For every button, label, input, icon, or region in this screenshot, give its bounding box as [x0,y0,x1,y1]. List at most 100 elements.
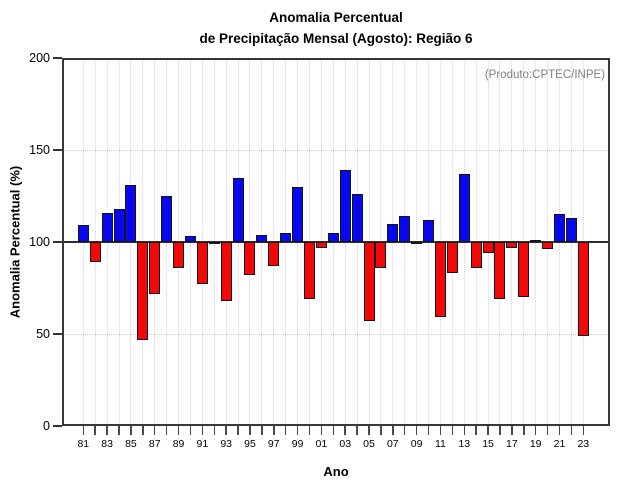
bar-2023 [577,242,589,336]
y-axis-tick [53,57,62,59]
bar-2021 [553,214,565,242]
bar-2001 [315,242,327,248]
x-axis-tick [487,426,489,435]
x-axis-tick [237,426,239,435]
x-axis-tick [130,426,132,435]
bar-2020 [542,242,554,250]
x-axis-tick [534,426,537,435]
x-axis-label: Ano [323,464,349,479]
x-axis-tick-label: 93 [220,438,232,450]
x-axis-tick-label: 89 [172,438,185,450]
x-axis-tick [344,426,346,435]
x-axis-tick [165,426,168,435]
bar-1988 [161,196,173,242]
x-axis-tick [427,426,430,435]
bar-2016 [494,242,506,300]
bar-1999 [292,186,304,242]
bar-2007 [387,223,399,242]
x-axis-tick [415,426,418,435]
x-axis-tick [582,426,585,435]
x-axis-tick [273,426,275,435]
x-axis-tick-label: 21 [553,438,566,450]
x-axis-tick [142,426,144,435]
x-axis-tick [118,426,120,435]
x-axis-tick [463,426,465,435]
x-axis-tick [392,426,394,435]
bar-2009 [411,242,423,244]
y-axis-tick [53,149,62,151]
bar-2011 [434,242,446,318]
x-axis-tick [177,426,180,435]
x-axis-tick-label: 83 [101,438,113,450]
x-axis-tick [332,426,335,435]
x-axis-tick-label: 99 [291,438,304,450]
chart-title-line1: Anomalia Percentual [269,10,403,25]
x-axis-tick-label: 81 [77,438,90,450]
x-axis-tick [261,426,263,435]
x-axis-tick [558,426,561,435]
bar-2004 [351,194,363,242]
bar-2019 [530,240,542,243]
x-axis-tick-label: 07 [386,438,399,450]
y-axis-tick-label: 100 [29,235,50,249]
y-axis-tick [53,425,62,427]
x-axis-tick-label: 95 [244,438,256,450]
bar-1981 [77,225,89,242]
x-axis-tick-label: 03 [339,438,352,450]
x-axis-tick [82,426,85,435]
x-axis-tick [249,426,251,435]
bar-2006 [375,242,387,268]
x-axis-tick-label: 91 [196,438,209,450]
x-axis-tick [284,426,287,435]
x-axis-tick-label: 85 [125,438,137,450]
y-axis-tick [53,333,62,335]
x-axis-tick [523,426,525,435]
grid-line-horizontal [62,333,610,335]
bar-1991 [196,242,208,285]
x-axis-tick-label: 23 [577,438,590,450]
x-axis-tick [439,426,442,435]
bar-1992 [208,242,220,244]
x-axis-tick [356,426,358,435]
bar-1998 [280,232,292,242]
plot-frame [62,58,610,426]
bar-2003 [339,170,351,242]
y-axis-tick-label: 150 [29,143,50,157]
source-annotation: (Produto:CPTEC/INPE) [484,69,605,81]
bar-2010 [423,219,435,242]
grid-line-horizontal [62,149,610,151]
y-axis-tick-label: 0 [43,419,50,433]
bar-2014 [470,242,482,268]
x-axis-tick [380,426,382,435]
x-axis-tick-label: 11 [434,438,446,450]
plot-area: (Produto:CPTEC/INPE) 0 50 100 150 200 81 83 85 8… [29,51,610,450]
bar-1990 [184,236,196,242]
x-axis-tick [499,426,501,435]
x-axis-tick [570,426,573,435]
y-axis-tick-label: 200 [29,51,50,65]
x-axis-tick-label: 97 [267,438,280,450]
bar-1989 [173,242,185,268]
x-axis-tick [213,426,215,435]
bar-2017 [506,242,518,248]
bar-2005 [363,242,375,322]
bar-1987 [149,242,161,294]
x-axis-tick-label: 19 [529,438,542,450]
x-axis-tick-label: 17 [506,438,518,450]
bar-2022 [565,218,577,242]
bar-2018 [518,242,530,298]
bar-2002 [327,232,339,242]
bar-1993 [220,242,232,301]
x-axis-tick-label: 15 [482,438,494,450]
y-axis-tick [53,241,62,243]
y-axis-tick-label: 50 [36,327,50,341]
x-axis-tick [320,426,323,435]
x-axis-tick-label: 01 [315,438,328,450]
bar-1983 [101,212,113,242]
chart-title-line2: de Precipitação Mensal (Agosto): Região … [199,31,473,46]
x-axis-tick [308,426,311,435]
x-axis-tick [546,426,549,435]
x-axis-tick [475,426,477,435]
bar-1986 [137,242,149,340]
